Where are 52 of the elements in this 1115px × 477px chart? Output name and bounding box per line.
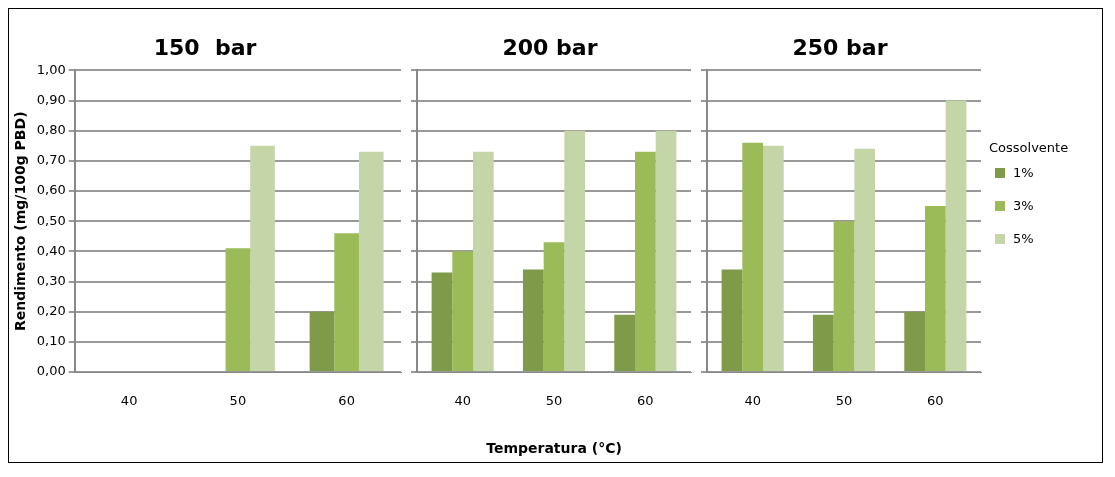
bar xyxy=(634,151,656,371)
bar xyxy=(452,251,474,371)
x-tick-label: 60 xyxy=(637,393,654,409)
bar xyxy=(614,314,635,371)
y-tick-label: 0,50 xyxy=(36,212,66,228)
bar xyxy=(564,130,586,371)
y-tick-label: 0,20 xyxy=(36,303,66,319)
y-tick-label: 0,30 xyxy=(36,272,66,288)
y-tick-label: 0,70 xyxy=(36,152,66,168)
bar xyxy=(655,130,677,371)
bar xyxy=(904,311,925,371)
bar xyxy=(522,269,544,371)
y-tick-label: 0,80 xyxy=(36,122,66,138)
bar xyxy=(742,142,764,371)
y-tick-label: 1,00 xyxy=(36,61,66,77)
chart-title: 250 bar xyxy=(792,34,888,60)
legend-label: 1% xyxy=(1013,165,1034,180)
y-tick-label: 0,90 xyxy=(36,91,66,107)
x-tick-label: 50 xyxy=(229,393,247,409)
bar xyxy=(543,242,565,371)
bar xyxy=(924,206,946,371)
chart-title: 150 bar xyxy=(153,34,257,60)
x-tick-label: 50 xyxy=(545,393,563,409)
x-tick-label: 40 xyxy=(454,393,471,409)
bar xyxy=(250,145,275,371)
bar xyxy=(945,100,967,371)
bar xyxy=(833,221,855,371)
bar xyxy=(812,314,834,371)
bar xyxy=(763,145,784,371)
x-axis-title: Temperatura (°C) xyxy=(486,440,622,457)
bar xyxy=(358,151,384,371)
x-tick-label: 50 xyxy=(835,393,853,409)
y-tick-label: 0,40 xyxy=(36,242,66,258)
x-tick-label: 40 xyxy=(744,393,761,409)
x-tick-label: 60 xyxy=(338,393,355,409)
bar xyxy=(309,311,335,371)
bar xyxy=(721,269,743,371)
y-tick-label: 0,60 xyxy=(36,182,66,198)
bar xyxy=(473,151,494,371)
legend-label: 3% xyxy=(1013,198,1034,213)
chart-title: 200 bar xyxy=(502,34,598,60)
x-tick-label: 60 xyxy=(927,393,944,409)
legend-title: Cossolvente xyxy=(989,140,1070,155)
bar xyxy=(431,272,453,371)
x-tick-label: 40 xyxy=(120,393,138,409)
y-axis-title: Rendimento (mg/100g PBD) xyxy=(12,111,29,331)
bar xyxy=(225,248,251,371)
y-tick-label: 0,00 xyxy=(36,363,66,379)
legend-label: 5% xyxy=(1013,231,1034,246)
y-tick-label: 0,10 xyxy=(36,333,66,349)
bar xyxy=(334,233,359,371)
bar xyxy=(854,148,876,371)
